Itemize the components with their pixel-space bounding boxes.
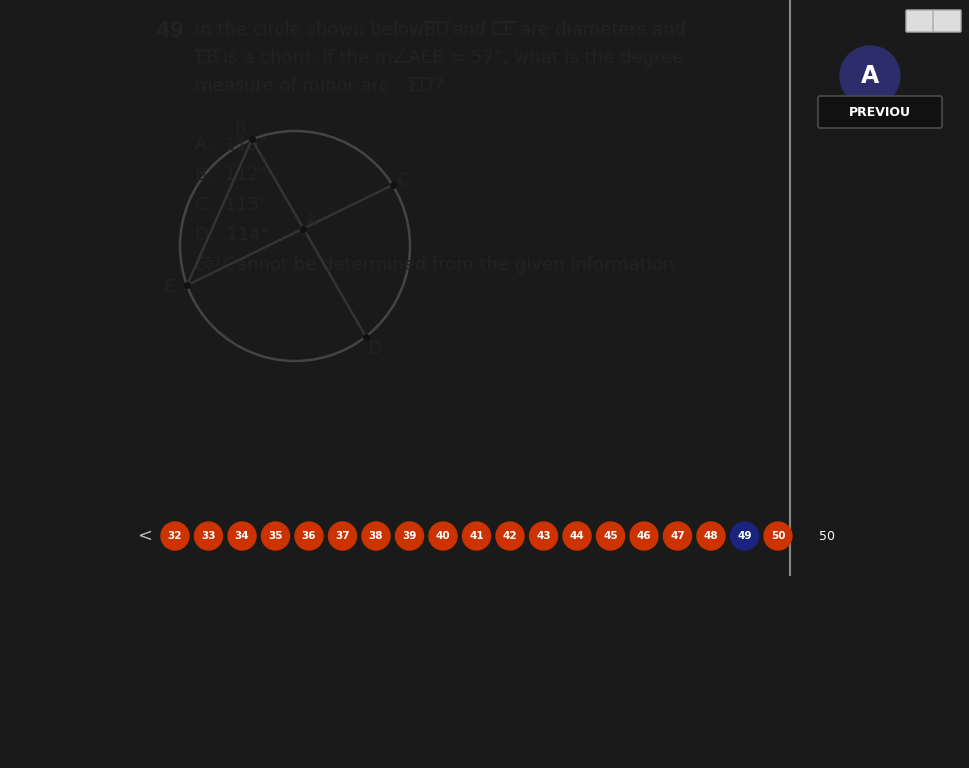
- Text: 49: 49: [155, 21, 184, 41]
- Text: 40: 40: [436, 531, 451, 541]
- Circle shape: [295, 522, 323, 550]
- Text: C.  113°: C. 113°: [195, 196, 268, 214]
- Text: 35: 35: [268, 531, 283, 541]
- Text: 50: 50: [820, 529, 835, 542]
- Circle shape: [764, 522, 792, 550]
- Text: ED: ED: [408, 77, 433, 95]
- Circle shape: [563, 522, 591, 550]
- Circle shape: [161, 522, 189, 550]
- Text: D.  114°: D. 114°: [195, 226, 269, 244]
- Text: 50: 50: [770, 531, 785, 541]
- Text: 41: 41: [469, 531, 484, 541]
- Text: A: A: [860, 64, 879, 88]
- Circle shape: [395, 522, 423, 550]
- Text: EB: EB: [195, 49, 218, 67]
- Circle shape: [697, 522, 725, 550]
- Text: B.  112°: B. 112°: [195, 166, 267, 184]
- Text: 37: 37: [335, 531, 350, 541]
- Text: 39: 39: [402, 531, 417, 541]
- Text: 36: 36: [301, 531, 316, 541]
- Circle shape: [262, 522, 290, 550]
- Text: D: D: [368, 339, 381, 358]
- Circle shape: [228, 522, 256, 550]
- FancyBboxPatch shape: [906, 10, 934, 32]
- Text: BD: BD: [423, 21, 449, 39]
- Text: E: E: [164, 278, 174, 296]
- Text: In the circle shown below,: In the circle shown below,: [195, 21, 429, 39]
- Circle shape: [840, 46, 900, 106]
- Circle shape: [362, 522, 390, 550]
- Text: 48: 48: [703, 531, 718, 541]
- Text: 33: 33: [202, 531, 216, 541]
- Text: <: <: [138, 527, 152, 545]
- Text: A: A: [305, 211, 317, 230]
- Text: is a chord. If the m∠AEB = 57°, what is the degree: is a chord. If the m∠AEB = 57°, what is …: [223, 49, 683, 67]
- Text: C: C: [396, 171, 408, 189]
- Circle shape: [529, 522, 557, 550]
- Circle shape: [630, 522, 658, 550]
- Text: ?: ?: [435, 77, 445, 95]
- Text: 45: 45: [603, 531, 618, 541]
- Text: PREVIOU: PREVIOU: [849, 105, 911, 118]
- Text: A.  110°: A. 110°: [195, 136, 267, 154]
- Circle shape: [195, 522, 223, 550]
- Circle shape: [429, 522, 457, 550]
- Text: are diameters and: are diameters and: [520, 21, 686, 39]
- Text: 43: 43: [536, 531, 550, 541]
- FancyBboxPatch shape: [818, 96, 942, 128]
- Text: CE: CE: [491, 21, 515, 39]
- Text: measure of minor arc: measure of minor arc: [195, 77, 389, 95]
- FancyBboxPatch shape: [933, 10, 961, 32]
- Text: 47: 47: [671, 531, 685, 541]
- Circle shape: [462, 522, 490, 550]
- Text: 32: 32: [168, 531, 182, 541]
- Circle shape: [328, 522, 357, 550]
- Text: 46: 46: [637, 531, 651, 541]
- Circle shape: [731, 522, 759, 550]
- Text: 42: 42: [503, 531, 517, 541]
- Circle shape: [664, 522, 692, 550]
- Text: 49: 49: [737, 531, 752, 541]
- Text: E.  Cannot be determined from the given information: E. Cannot be determined from the given i…: [195, 256, 674, 274]
- Text: B: B: [234, 121, 245, 138]
- Text: 34: 34: [234, 531, 249, 541]
- Text: 38: 38: [369, 531, 384, 541]
- Circle shape: [496, 522, 524, 550]
- Text: 57°: 57°: [204, 257, 230, 270]
- Text: and: and: [453, 21, 486, 39]
- Text: 44: 44: [570, 531, 584, 541]
- Circle shape: [597, 522, 624, 550]
